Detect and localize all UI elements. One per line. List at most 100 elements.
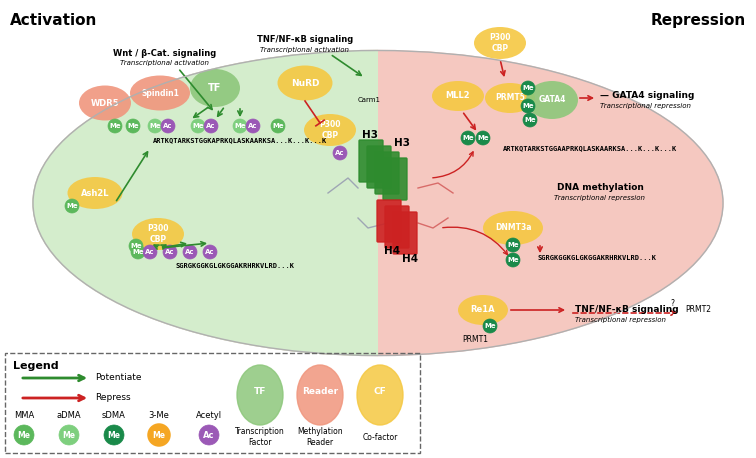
Text: Re1A: Re1A	[471, 305, 495, 315]
Text: Me: Me	[484, 323, 496, 329]
Text: Ac: Ac	[335, 150, 345, 156]
Text: Me: Me	[17, 431, 30, 440]
Text: sDMA: sDMA	[102, 410, 126, 420]
FancyBboxPatch shape	[385, 206, 409, 248]
Text: SGRGKGGKGLGKGGAKRHRKVLRD...K: SGRGKGGKGLGKGGAKRHRKVLRD...K	[175, 263, 295, 269]
Ellipse shape	[483, 211, 543, 245]
Text: Me: Me	[524, 117, 536, 123]
Text: Transcription
Factor: Transcription Factor	[235, 427, 285, 447]
Text: 3-Me: 3-Me	[149, 410, 169, 420]
Text: Repress: Repress	[95, 393, 131, 403]
Text: MLL2: MLL2	[446, 92, 470, 100]
FancyBboxPatch shape	[375, 152, 399, 194]
Text: Me: Me	[522, 85, 534, 91]
Ellipse shape	[67, 177, 122, 209]
Text: Me: Me	[192, 123, 204, 129]
Ellipse shape	[458, 295, 508, 325]
Text: Me: Me	[272, 123, 284, 129]
Ellipse shape	[33, 50, 723, 355]
Text: Activation: Activation	[10, 13, 98, 28]
Ellipse shape	[304, 114, 356, 146]
Text: Transcriptional activation: Transcriptional activation	[261, 47, 349, 53]
Text: Acetyl: Acetyl	[196, 410, 222, 420]
Text: DNMT3a: DNMT3a	[494, 224, 531, 233]
Text: Ac: Ac	[145, 249, 155, 255]
Text: Me: Me	[507, 257, 519, 263]
Text: Me: Me	[67, 203, 78, 209]
Text: Ac: Ac	[163, 123, 173, 129]
Text: MMA: MMA	[14, 410, 34, 420]
Ellipse shape	[357, 365, 403, 425]
Text: Me: Me	[107, 431, 120, 440]
Circle shape	[65, 199, 79, 213]
Text: Potentiate: Potentiate	[95, 374, 141, 382]
Text: ARTKQTARKSTGGKAPRKQLASKAARKSA...K...K...K: ARTKQTARKSTGGKAPRKQLASKAARKSA...K...K...…	[153, 137, 327, 143]
Text: Ac: Ac	[185, 249, 195, 255]
FancyBboxPatch shape	[383, 158, 407, 200]
Text: GATA4: GATA4	[538, 96, 565, 104]
Text: Ac: Ac	[205, 249, 215, 255]
Text: Me: Me	[130, 243, 142, 249]
Text: P300
CBP: P300 CBP	[319, 120, 341, 140]
Text: PRMT1: PRMT1	[462, 336, 488, 344]
Circle shape	[204, 119, 218, 133]
Text: ARTKQTARKSTGGAAPRKQLASKAARKSA...K...K...K: ARTKQTARKSTGGAAPRKQLASKAARKSA...K...K...…	[503, 145, 677, 151]
Text: Reader: Reader	[302, 387, 338, 396]
Circle shape	[191, 119, 205, 133]
Circle shape	[271, 119, 285, 133]
Ellipse shape	[432, 81, 484, 111]
Text: DNA methylation: DNA methylation	[556, 184, 643, 192]
Text: CF: CF	[373, 387, 386, 396]
Ellipse shape	[237, 365, 283, 425]
Text: Methylation
Reader: Methylation Reader	[297, 427, 342, 447]
Ellipse shape	[190, 69, 240, 107]
Text: P300
CBP: P300 CBP	[147, 224, 169, 244]
Ellipse shape	[33, 50, 723, 355]
Text: Wnt / β-Cat. signaling: Wnt / β-Cat. signaling	[113, 49, 217, 58]
Circle shape	[246, 119, 260, 133]
Circle shape	[506, 253, 520, 267]
Text: Ac: Ac	[203, 431, 215, 440]
Circle shape	[523, 113, 537, 127]
Circle shape	[108, 119, 122, 133]
Circle shape	[126, 119, 140, 133]
FancyBboxPatch shape	[393, 212, 417, 254]
Text: Me: Me	[507, 242, 519, 248]
Text: WDR5: WDR5	[91, 98, 119, 108]
Text: Me: Me	[153, 431, 166, 440]
Ellipse shape	[297, 365, 343, 425]
FancyBboxPatch shape	[377, 200, 401, 242]
Text: TF: TF	[209, 83, 222, 93]
Text: NuRD: NuRD	[291, 78, 319, 87]
Circle shape	[461, 131, 475, 145]
Circle shape	[521, 99, 535, 113]
Ellipse shape	[132, 218, 184, 250]
Text: PRMT2: PRMT2	[685, 305, 711, 315]
Circle shape	[143, 245, 157, 259]
Circle shape	[183, 245, 197, 259]
Circle shape	[104, 425, 124, 445]
Text: Transcriptional repression: Transcriptional repression	[575, 317, 666, 323]
Text: SGRGKGGKGLGKGGAKRHRKVLRD...K: SGRGKGGKGLGKGGAKRHRKVLRD...K	[538, 255, 656, 261]
Text: Legend: Legend	[13, 361, 59, 371]
FancyBboxPatch shape	[367, 146, 391, 188]
Text: — GATA4 signaling: — GATA4 signaling	[600, 92, 694, 100]
Text: Ac: Ac	[248, 123, 258, 129]
FancyBboxPatch shape	[359, 140, 383, 182]
Text: TF: TF	[254, 387, 266, 396]
Text: Me: Me	[234, 123, 246, 129]
Text: H3: H3	[362, 130, 378, 140]
Ellipse shape	[474, 27, 526, 59]
Text: H3: H3	[394, 138, 410, 148]
Text: H4: H4	[402, 254, 418, 264]
Text: P300
CBP: P300 CBP	[489, 33, 511, 53]
Ellipse shape	[130, 76, 190, 110]
Circle shape	[203, 245, 217, 259]
Ellipse shape	[485, 83, 535, 113]
Ellipse shape	[277, 65, 333, 100]
Text: PRMT5: PRMT5	[495, 93, 525, 103]
Text: Me: Me	[63, 431, 76, 440]
Text: Me: Me	[132, 249, 144, 255]
Text: Transcriptional repression: Transcriptional repression	[600, 103, 691, 109]
Text: Me: Me	[522, 103, 534, 109]
